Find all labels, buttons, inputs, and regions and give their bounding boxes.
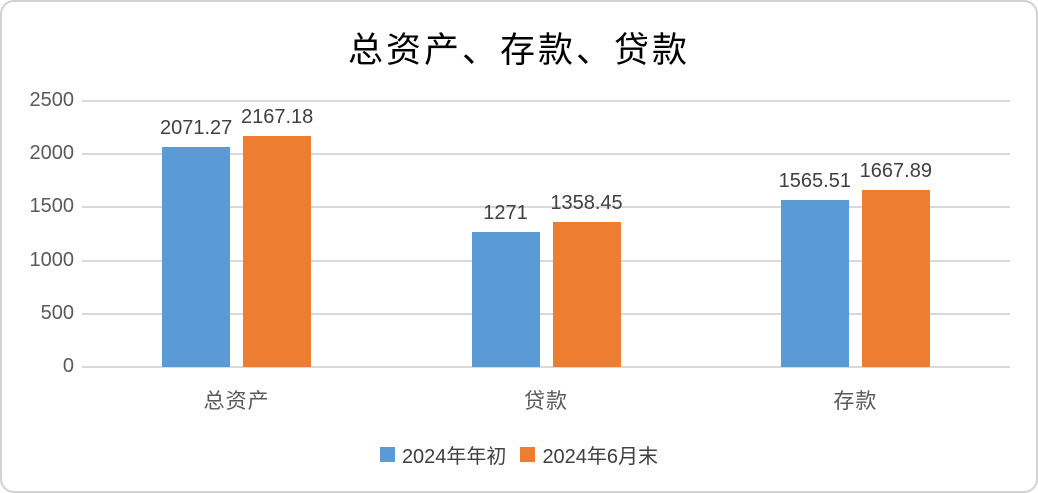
- y-axis-tick-0: 0: [62, 355, 74, 377]
- plot-area: [82, 100, 1010, 368]
- y-axis-tick-500: 500: [40, 301, 74, 324]
- data-label-存款-2024年年初: 1565.51: [778, 170, 851, 193]
- gridline-0: [82, 366, 1010, 368]
- data-label-贷款-2024年6月末: 1358.45: [550, 192, 623, 215]
- x-axis-category-存款: 存款: [833, 390, 878, 413]
- y-axis-tick-2000: 2000: [29, 142, 75, 165]
- data-label-总资产-2024年年初: 2071.27: [160, 116, 233, 139]
- gridline-2500: [82, 100, 1010, 102]
- bar-存款-2024年年初: [780, 200, 849, 367]
- legend-swatch-icon: [520, 447, 536, 462]
- data-label-总资产-2024年6月末: 2167.18: [241, 106, 314, 129]
- legend-swatch-icon: [379, 447, 395, 462]
- gridline-1500: [82, 206, 1010, 209]
- gridline-1000: [82, 259, 1010, 262]
- legend-label: 2024年6月末: [542, 446, 659, 468]
- bar-贷款-2024年6月末: [552, 222, 621, 367]
- x-axis-category-总资产: 总资产: [203, 390, 270, 413]
- bar-总资产-2024年6月末: [243, 136, 312, 367]
- data-label-存款-2024年6月末: 1667.89: [859, 159, 932, 182]
- legend-item-2024年年初: 2024年年初: [379, 440, 507, 469]
- bar-存款-2024年6月末: [861, 189, 930, 367]
- x-axis-category-贷款: 贷款: [524, 390, 568, 413]
- gridline-500: [82, 312, 1010, 315]
- bar-总资产-2024年年初: [162, 146, 231, 367]
- legend-label: 2024年年初: [401, 446, 507, 468]
- y-axis-tick-2500: 2500: [29, 89, 75, 111]
- data-label-贷款-2024年年初: 1271: [483, 201, 528, 224]
- chart-title: 总资产、存款、贷款: [347, 31, 690, 71]
- chart-legend: 2024年年初 2024年6月末: [2, 440, 1036, 469]
- y-axis-tick-1000: 1000: [29, 248, 75, 271]
- y-axis-tick-1500: 1500: [29, 195, 75, 218]
- gridline-2000: [82, 153, 1010, 156]
- legend-item-2024年6月末: 2024年6月末: [520, 440, 658, 469]
- bar-贷款-2024年年初: [471, 231, 540, 367]
